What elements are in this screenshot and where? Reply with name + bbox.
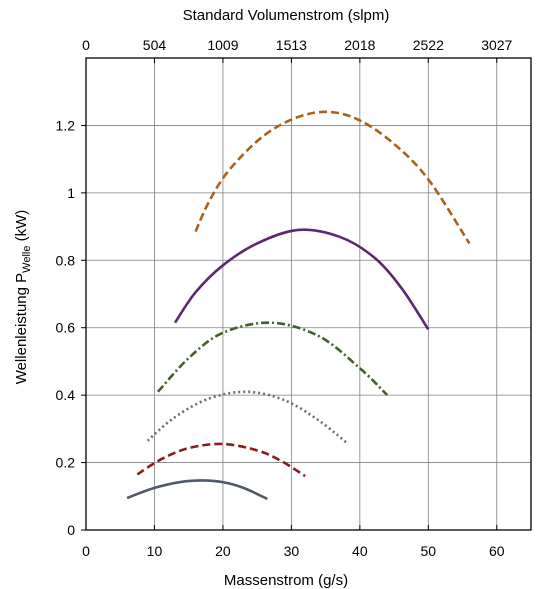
gridlines — [86, 58, 531, 530]
x2-tick-label: 1513 — [276, 37, 307, 53]
x2-tick-label: 2018 — [344, 37, 375, 53]
x2-tick-label: 1009 — [207, 37, 238, 53]
y-tick-label: 0 — [67, 522, 75, 538]
x2-tick-label: 3027 — [481, 37, 512, 53]
y-tick-label: 1 — [67, 185, 75, 201]
series-line-6 — [194, 110, 471, 245]
series-line-3 — [146, 390, 348, 444]
y-tick-label: 0.8 — [56, 252, 76, 268]
x-tick-label: 30 — [284, 543, 300, 559]
x-axis-title: Massenstrom (g/s) — [224, 572, 348, 589]
x2-tick-label: 2522 — [413, 37, 444, 53]
y-tick-label: 0.4 — [56, 387, 76, 403]
series-line-5 — [173, 228, 430, 331]
y-axis-title-main: Wellenleistung P — [13, 273, 30, 384]
series-lines — [126, 110, 471, 501]
y-tick-label: 0.2 — [56, 455, 76, 471]
x-tick-label: 50 — [421, 543, 437, 559]
y-axis-title-unit: (kW) — [13, 210, 30, 246]
y-tick-label: 0.6 — [56, 320, 76, 336]
y-tick-label: 1.2 — [56, 117, 76, 133]
x-tick-label: 0 — [82, 543, 90, 559]
series-line-2 — [136, 442, 306, 478]
plot-frame — [85, 57, 532, 531]
x-tick-label: 20 — [215, 543, 231, 559]
x2-tick-label: 0 — [82, 37, 90, 53]
x-tick-label: 60 — [489, 543, 505, 559]
x-tick-label: 10 — [147, 543, 163, 559]
y-axis-title: Wellenleistung PWelle (kW) — [13, 210, 33, 385]
x2-tick-label: 504 — [143, 37, 167, 53]
y-axis-title-subscript: Welle — [21, 246, 33, 273]
ticks: 0 10 20 30 40 50 60 0 0.2 0.4 0.6 0.8 1 1.2 0 504 1009 15… — [56, 37, 513, 559]
x-tick-label: 40 — [352, 543, 368, 559]
series-line-1 — [126, 479, 268, 501]
x2-axis-title: Standard Volumenstrom (slpm) — [183, 7, 390, 24]
series-line-4 — [156, 321, 389, 397]
